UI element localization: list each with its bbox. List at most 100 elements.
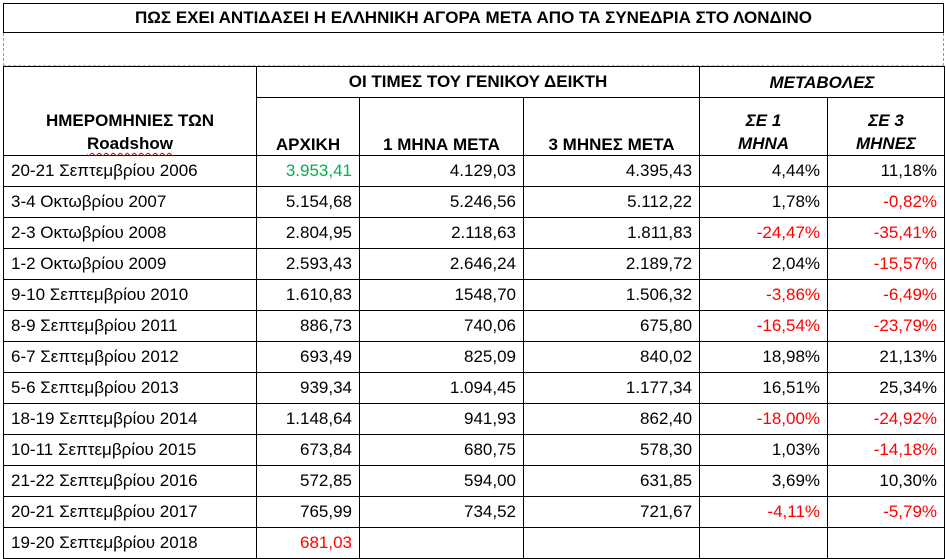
change-1m-cell: 2,04% <box>699 248 829 280</box>
initial-cell: 939,34 <box>256 372 360 404</box>
three-months-cell: 675,80 <box>522 310 701 342</box>
change-1m-cell: -24,47% <box>699 217 829 249</box>
initial-cell: 886,73 <box>256 310 360 342</box>
dates-header-line2: Roadshow <box>87 134 173 153</box>
change-3m-cell: -35,41% <box>827 217 946 249</box>
three-months-cell: 578,30 <box>522 434 701 466</box>
changes-group-header: ΜΕΤΑΒΟΛΕΣ <box>699 65 946 99</box>
change-1m-line2: ΜΗΝΑ <box>738 134 790 153</box>
change-1m-cell: 18,98% <box>699 341 829 373</box>
one-month-cell: 825,09 <box>359 341 524 373</box>
three-months-cell: 4.395,43 <box>522 155 701 187</box>
table-row: 10-11 Σεπτεμβρίου 2015 673,84 680,75 578… <box>3 434 946 466</box>
one-month-cell: 1.094,45 <box>359 372 524 404</box>
date-cell: 2-3 Οκτωβρίου 2008 <box>3 217 257 249</box>
change-3m-cell: 21,13% <box>827 341 946 373</box>
table-row: 21-22 Σεπτεμβρίου 2016 572,85 594,00 631… <box>3 465 946 497</box>
dates-header-line1: ΗΜΕΡΟΜΗΝΙΕΣ ΤΩΝ <box>45 111 215 130</box>
date-cell: 21-22 Σεπτεμβρίου 2016 <box>3 465 257 497</box>
three-months-header: 3 ΜΗΝΕΣ ΜΕΤΑ <box>522 97 701 156</box>
date-cell: 20-21 Σεπτεμβρίου 2006 <box>3 155 257 187</box>
change-1m-cell: 1,78% <box>699 186 829 218</box>
table-row: 9-10 Σεπτεμβρίου 2010 1.610,83 1548,70 1… <box>3 279 946 311</box>
one-month-cell: 2.118,63 <box>359 217 524 249</box>
one-month-cell: 734,52 <box>359 496 524 528</box>
one-month-cell: 1548,70 <box>359 279 524 311</box>
date-cell: 19-20 Σεπτεμβρίου 2018 <box>3 527 257 559</box>
change-3m-line2: ΜΗΝΕΣ <box>855 134 917 153</box>
change-3m-cell: 10,30% <box>827 465 946 497</box>
table-row: 5-6 Σεπτεμβρίου 2013 939,34 1.094,45 1.1… <box>3 372 946 404</box>
date-cell: 18-19 Σεπτεμβρίου 2014 <box>3 403 257 435</box>
change-1m-header: ΣΕ 1 ΜΗΝΑ <box>699 97 829 156</box>
change-3m-cell: -23,79% <box>827 310 946 342</box>
table-row: 3-4 Οκτωβρίου 2007 5.154,68 5.246,56 5.1… <box>3 186 946 218</box>
three-months-cell <box>522 527 701 559</box>
three-months-cell: 5.112,22 <box>522 186 701 218</box>
one-month-cell: 680,75 <box>359 434 524 466</box>
dates-header: ΗΜΕΡΟΜΗΝΙΕΣ ΤΩΝ Roadshow <box>3 66 257 156</box>
three-months-cell: 721,67 <box>522 496 701 528</box>
one-month-cell: 941,93 <box>359 403 524 435</box>
change-1m-cell: -18,00% <box>699 403 829 435</box>
date-cell: 6-7 Σεπτεμβρίου 2012 <box>3 341 257 373</box>
table-row: 2-3 Οκτωβρίου 2008 2.804,95 2.118,63 1.8… <box>3 217 946 249</box>
index-table: ΗΜΕΡΟΜΗΝΙΕΣ ΤΩΝ Roadshow ΟΙ ΤΙΜΕΣ ΤΟΥ ΓΕ… <box>3 65 946 559</box>
initial-cell: 5.154,68 <box>256 186 360 218</box>
date-cell: 10-11 Σεπτεμβρίου 2015 <box>3 434 257 466</box>
change-3m-cell <box>827 527 946 559</box>
three-months-cell: 1.506,32 <box>522 279 701 311</box>
date-cell: 5-6 Σεπτεμβρίου 2013 <box>3 372 257 404</box>
change-1m-cell: -3,86% <box>699 279 829 311</box>
table-row: 20-21 Σεπτεμβρίου 2006 3.953,41 4.129,03… <box>3 155 946 187</box>
table-row: 19-20 Σεπτεμβρίου 2018 681,03 <box>3 527 946 559</box>
three-months-cell: 2.189,72 <box>522 248 701 280</box>
initial-header: ΑΡΧΙΚΗ <box>256 97 360 156</box>
change-1m-cell: -16,54% <box>699 310 829 342</box>
date-cell: 3-4 Οκτωβρίου 2007 <box>3 186 257 218</box>
one-month-cell: 4.129,03 <box>359 155 524 187</box>
table-row: 6-7 Σεπτεμβρίου 2012 693,49 825,09 840,0… <box>3 341 946 373</box>
date-cell: 9-10 Σεπτεμβρίου 2010 <box>3 279 257 311</box>
table-row: 1-2 Οκτωβρίου 2009 2.593,43 2.646,24 2.1… <box>3 248 946 280</box>
change-3m-cell: 25,34% <box>827 372 946 404</box>
one-month-cell: 5.246,56 <box>359 186 524 218</box>
three-months-cell: 840,02 <box>522 341 701 373</box>
three-months-cell: 631,85 <box>522 465 701 497</box>
change-1m-cell: 16,51% <box>699 372 829 404</box>
initial-cell: 572,85 <box>256 465 360 497</box>
index-group-header: ΟΙ ΤΙΜΕΣ ΤΟΥ ΓΕΝΙΚΟΥ ΔΕΙΚΤΗ <box>255 65 701 99</box>
one-month-cell: 594,00 <box>359 465 524 497</box>
change-3m-cell: -0,82% <box>827 186 946 218</box>
initial-cell: 2.593,43 <box>256 248 360 280</box>
change-3m-cell: -6,49% <box>827 279 946 311</box>
three-months-cell: 862,40 <box>522 403 701 435</box>
date-cell: 1-2 Οκτωβρίου 2009 <box>3 248 257 280</box>
empty-row <box>3 33 944 66</box>
change-3m-cell: -24,92% <box>827 403 946 435</box>
date-cell: 8-9 Σεπτεμβρίου 2011 <box>3 310 257 342</box>
initial-cell: 2.804,95 <box>256 217 360 249</box>
change-1m-cell <box>699 527 829 559</box>
change-3m-cell: -5,79% <box>827 496 946 528</box>
initial-cell: 3.953,41 <box>256 155 360 187</box>
one-month-header: 1 ΜΗΝΑ ΜΕΤΑ <box>359 97 524 156</box>
initial-cell: 681,03 <box>256 527 360 559</box>
three-months-cell: 1.177,34 <box>522 372 701 404</box>
change-3m-line1: ΣΕ 3 <box>868 111 904 130</box>
initial-cell: 673,84 <box>256 434 360 466</box>
sheet-title: ΠΩΣ ΕΧΕΙ ΑΝΤΙΔΑΣΕΙ Η ΕΛΛΗΝΙΚΗ ΑΓΟΡΑ ΜΕΤΑ… <box>3 3 944 33</box>
table-row: 8-9 Σεπτεμβρίου 2011 886,73 740,06 675,8… <box>3 310 946 342</box>
three-months-cell: 1.811,83 <box>522 217 701 249</box>
change-3m-cell: -15,57% <box>827 248 946 280</box>
one-month-cell: 2.646,24 <box>359 248 524 280</box>
table-row: 20-21 Σεπτεμβρίου 2017 765,99 734,52 721… <box>3 496 946 528</box>
change-1m-cell: 1,03% <box>699 434 829 466</box>
one-month-cell: 740,06 <box>359 310 524 342</box>
initial-cell: 765,99 <box>256 496 360 528</box>
change-3m-header: ΣΕ 3 ΜΗΝΕΣ <box>827 97 946 156</box>
date-cell: 20-21 Σεπτεμβρίου 2017 <box>3 496 257 528</box>
one-month-cell <box>359 527 524 559</box>
change-3m-cell: 11,18% <box>827 155 946 187</box>
change-1m-cell: -4,11% <box>699 496 829 528</box>
